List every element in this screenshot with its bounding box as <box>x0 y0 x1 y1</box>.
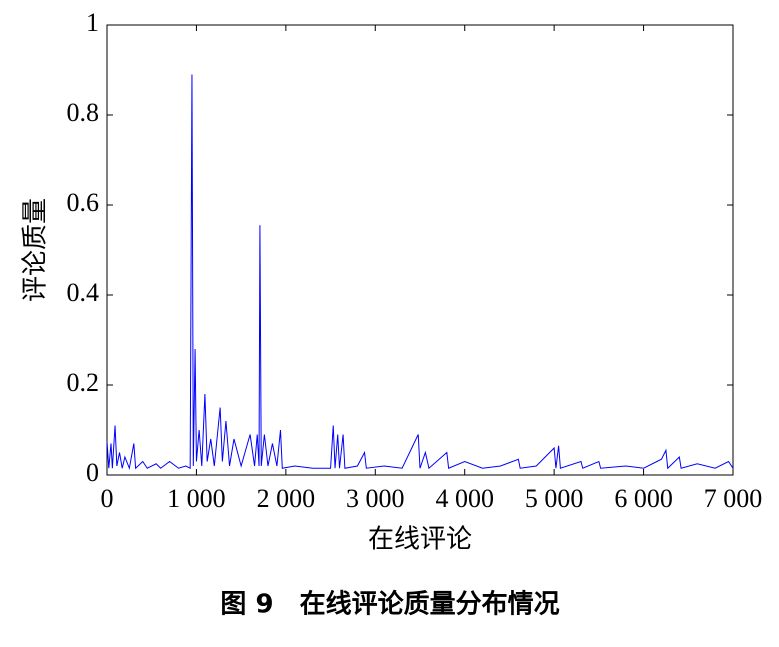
y-tick-label: 1 <box>86 8 99 37</box>
x-tick-label: 1 000 <box>167 484 226 513</box>
x-tick-label: 7 000 <box>704 484 763 513</box>
data-line <box>106 74 734 471</box>
y-tick-label: 0 <box>86 458 99 487</box>
plot-frame <box>106 24 734 476</box>
y-tick-label: 0.2 <box>67 368 100 397</box>
caption: 图 9 在线评论质量分布情况 <box>220 590 559 620</box>
x-tick-label: 3 000 <box>346 484 405 513</box>
y-tick-label: 0.8 <box>67 98 100 127</box>
y-axis-label: 评论质量 <box>21 198 51 302</box>
x-tick-label: 4 000 <box>435 484 494 513</box>
x-tick-label: 6 000 <box>614 484 673 513</box>
x-axis-label: 在线评论 <box>368 525 472 555</box>
y-tick-label: 0.6 <box>67 188 100 217</box>
y-tick-label: 0.4 <box>67 278 100 307</box>
x-tick-label: 5 000 <box>525 484 584 513</box>
x-tick-label: 0 <box>101 484 114 513</box>
x-tick-label: 2 000 <box>257 484 316 513</box>
